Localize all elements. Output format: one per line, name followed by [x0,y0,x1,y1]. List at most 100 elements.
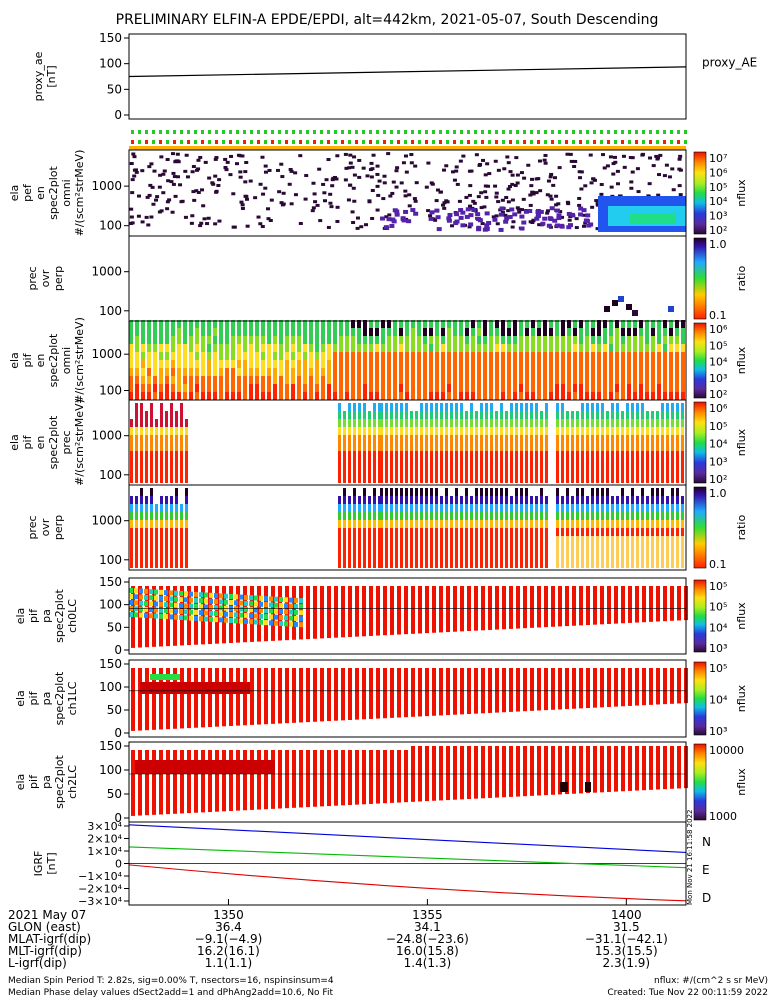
heatmap-cell [293,171,298,175]
heatmap-cell [681,411,684,419]
heatmap-cell [136,194,141,198]
heatmap-cell [626,536,629,544]
heatmap-cell [198,224,203,228]
heatmap-cell [411,384,415,392]
heatmap-cell [249,360,253,368]
heatmap-cell [385,552,388,560]
status-dot [495,130,498,134]
heatmap-cell [259,613,263,619]
heatmap-cell [338,443,341,451]
heatmap-cell [621,560,624,568]
heatmap-cell [155,520,158,528]
heatmap-cell [475,544,478,552]
heatmap-cell [393,384,397,392]
heatmap-cell [485,504,488,512]
heatmap-cell [483,344,487,352]
y-axis-label: #/(scm²strMeV) [73,150,86,237]
heatmap-cell [459,352,463,360]
heatmap-cell [519,368,523,376]
heatmap-cell [358,475,361,483]
heatmap-cell [615,328,619,336]
heatmap-cell [635,668,639,706]
heatmap-cell [348,451,351,459]
heatmap-cell [160,560,163,568]
heatmap-cell [390,750,394,803]
heatmap-cell [450,427,453,435]
heatmap-cell [579,368,583,376]
heatmap-cell [566,488,569,496]
heatmap-cell [339,336,343,344]
heatmap-cell [309,392,313,400]
heatmap-cell [184,603,188,609]
heatmap-cell [480,520,483,528]
heatmap-cell [507,320,511,328]
heatmap-cell [676,512,679,520]
heatmap-cell [657,352,661,360]
heatmap-cell [363,320,367,328]
heatmap-cell [445,403,448,411]
status-dot [425,140,428,144]
heatmap-cell [459,368,463,376]
heatmap-cell [425,586,429,634]
heatmap-cell [581,435,584,443]
heatmap-cell [378,496,381,504]
heatmap-cell [425,411,428,419]
heatmap-cell [435,352,439,360]
heatmap-cell [134,594,138,600]
heatmap-cell [556,202,561,206]
status-dot [194,140,197,144]
heatmap-cell [343,504,346,512]
heatmap-cell [455,488,458,496]
heatmap-cell [380,496,383,504]
heatmap-cell [501,376,505,384]
heatmap-cell [609,336,613,344]
heatmap-cell [651,520,654,528]
heatmap-cell [390,536,393,544]
heatmap-cell [475,504,478,512]
heatmap-cell [369,328,373,336]
heatmap-cell [573,336,577,344]
heatmap-cell [569,159,574,163]
status-dot [285,130,288,134]
heatmap-cell [441,336,445,344]
heatmap-cell [363,544,366,552]
heatmap-cell [626,496,629,504]
heatmap-cell [415,512,418,520]
heatmap-cell [645,320,649,328]
heatmap-cell [453,344,457,352]
heatmap-cell [358,419,361,427]
heatmap-cell [425,520,428,528]
heatmap-cell [669,368,673,376]
heatmap-cell [530,475,533,483]
heatmap-cell [671,427,674,435]
panel-frame [128,577,687,655]
heatmap-cell [145,443,148,451]
heatmap-cell [225,320,229,328]
heatmap-cell [543,360,547,368]
heatmap-cell [399,352,403,360]
heatmap-cell [364,223,369,227]
heatmap-cell [540,512,543,520]
heatmap-cell [363,344,367,352]
heatmap-cell [676,488,679,496]
heatmap-cell [380,488,383,496]
heatmap-cell [269,614,273,620]
heatmap-cell [170,560,173,568]
heatmap-cell [175,419,178,427]
heatmap-cell [639,376,643,384]
heatmap-cell [164,590,168,596]
heatmap-cell [261,384,265,392]
heatmap-cell [510,173,515,177]
colorbar [693,237,707,320]
status-dot [432,130,435,134]
heatmap-cell [498,227,504,232]
heatmap-cell [195,328,199,336]
heatmap-cell [214,605,218,611]
heatmap-cell [432,668,436,716]
heatmap-cell [225,160,230,164]
heatmap-cell [338,560,341,568]
heatmap-cell [135,544,138,552]
colorbar-tick-label: 10³ [709,372,727,385]
heatmap-cell [611,459,614,467]
y-tick-label: 150 [99,31,122,45]
